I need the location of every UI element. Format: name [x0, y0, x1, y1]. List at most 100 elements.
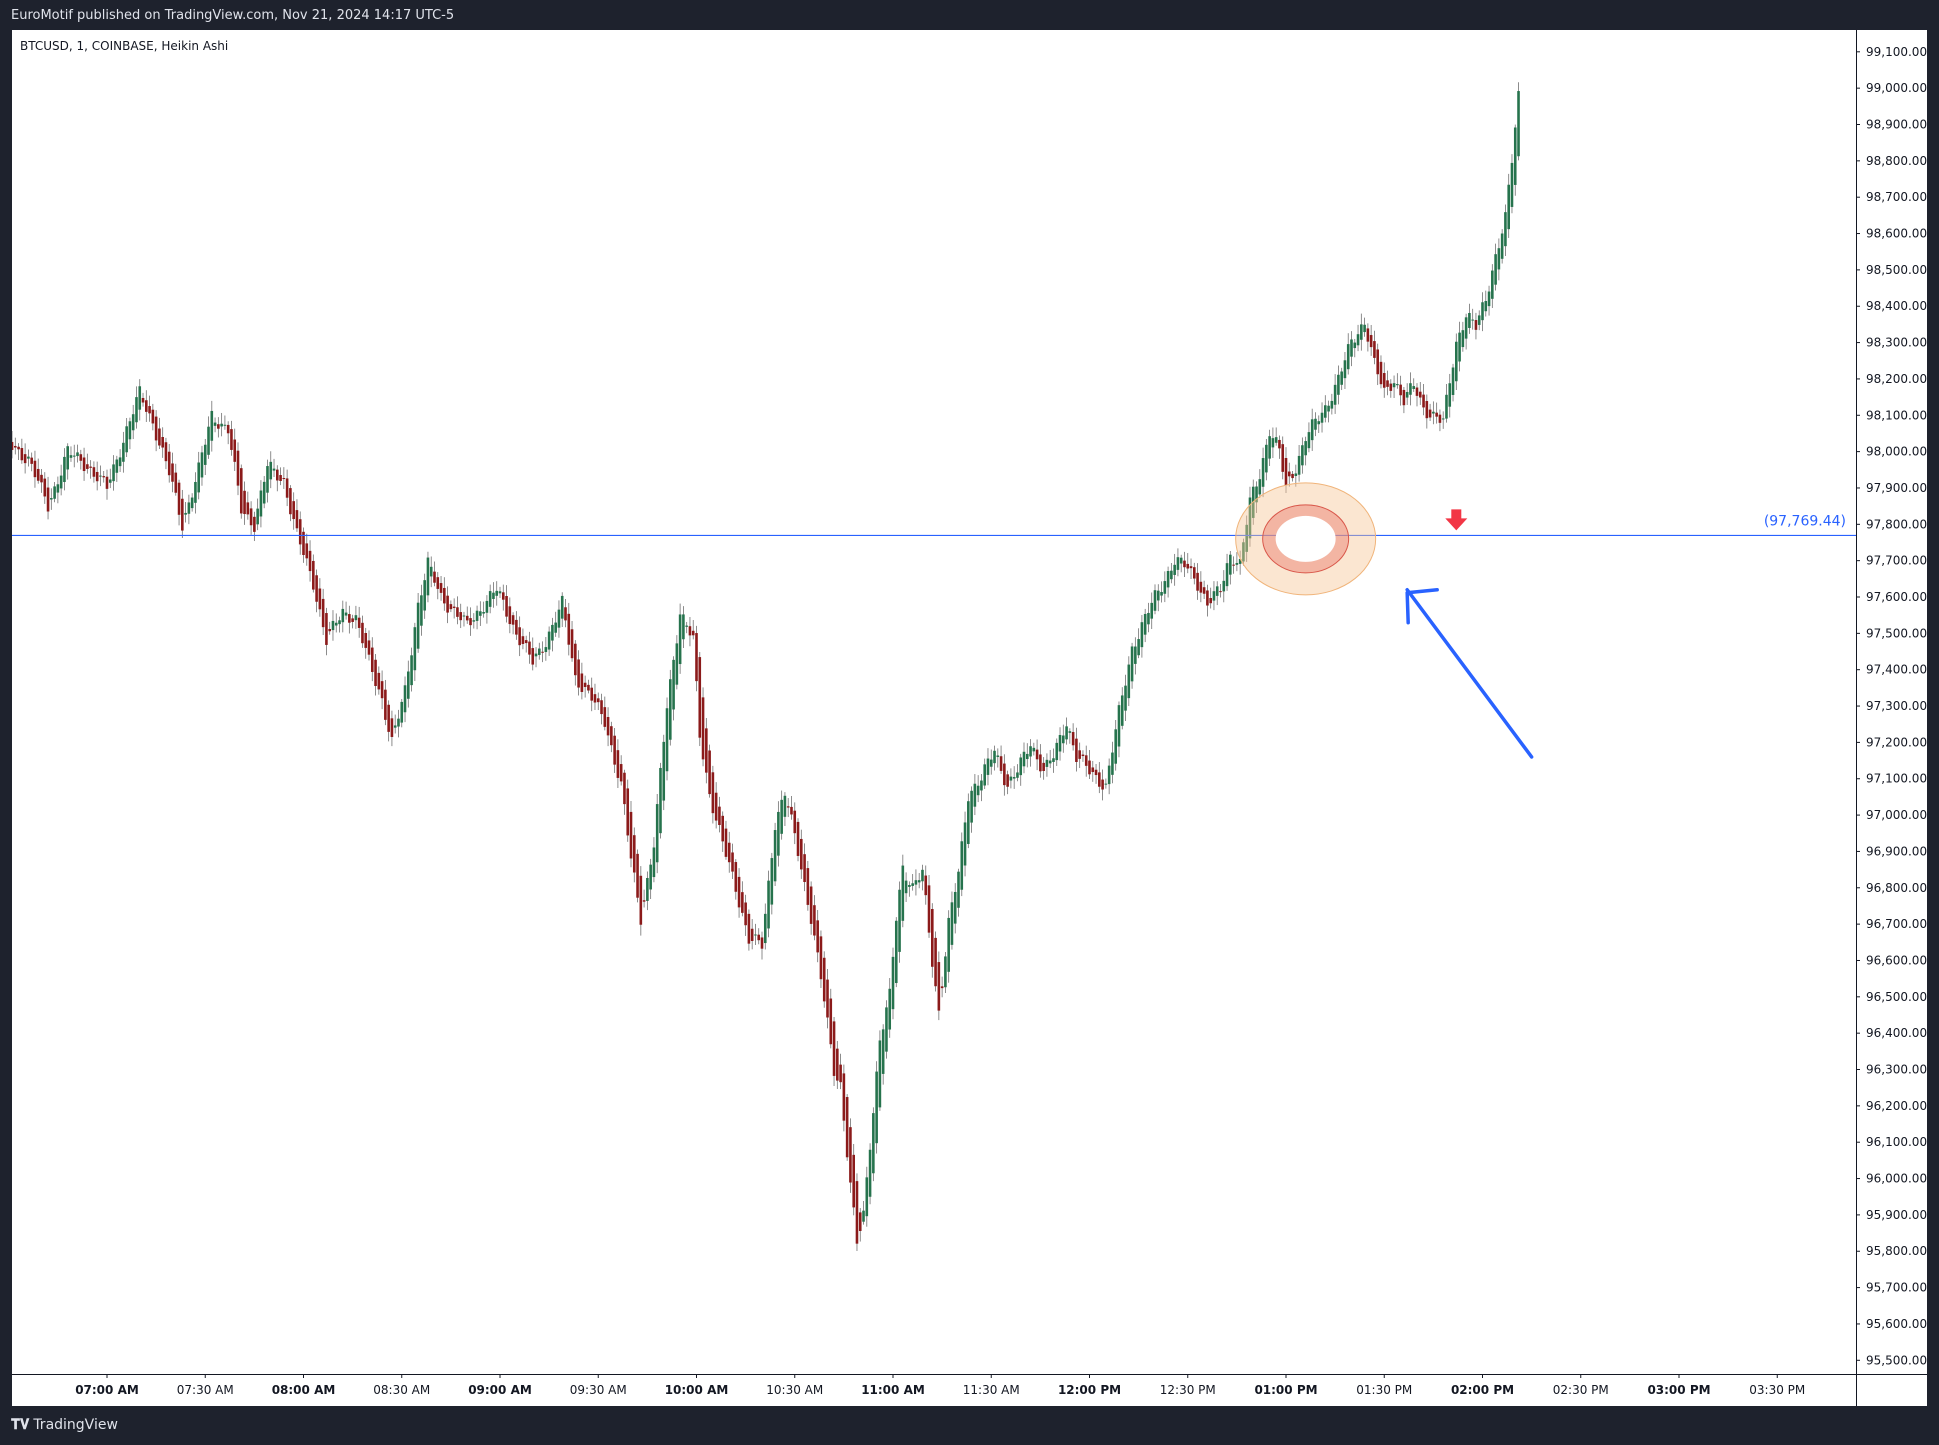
candle-body: [1291, 473, 1294, 479]
candle-body: [495, 590, 499, 596]
candle-body: [308, 550, 312, 572]
candle-body: [249, 508, 253, 526]
chart-area[interactable]: 99,100.00 99,000.00 98,900.00 98,800.00 98,7…: [12, 30, 1927, 1406]
x-tick-label: 12:30 PM: [1160, 1383, 1216, 1397]
candle-body: [560, 595, 564, 619]
candle: [734, 859, 738, 900]
candle: [999, 745, 1003, 774]
candle-body: [1071, 732, 1075, 746]
candle: [980, 774, 983, 802]
candle-body: [747, 913, 751, 944]
candle-body: [1222, 580, 1226, 592]
candle-body: [1147, 612, 1150, 625]
candle: [426, 551, 430, 603]
candle: [315, 569, 318, 613]
candle-body: [1104, 783, 1108, 785]
candle-body: [531, 648, 535, 665]
candle-body: [580, 673, 584, 692]
candle-body: [171, 463, 174, 482]
candle-body: [711, 772, 715, 814]
candle-body: [1366, 328, 1370, 342]
candle-body: [836, 1048, 839, 1081]
candle: [760, 931, 764, 960]
candle-body: [1045, 759, 1049, 767]
candle: [541, 641, 544, 663]
candle-body: [511, 615, 515, 625]
candle: [63, 448, 66, 491]
candle-body: [436, 577, 440, 589]
candle-body: [479, 611, 482, 616]
down-arrow-marker-icon[interactable]: [1445, 509, 1468, 531]
candle: [282, 467, 286, 489]
arrow-annotation[interactable]: [1405, 587, 1534, 759]
candle-body: [361, 622, 364, 644]
candle: [200, 445, 204, 486]
candle-body: [793, 810, 797, 834]
candle: [685, 621, 688, 634]
candle-body: [1042, 762, 1045, 771]
candle-body: [957, 871, 960, 908]
candle-body: [138, 386, 142, 410]
candle: [452, 598, 456, 619]
candle-body: [1029, 746, 1032, 757]
candle: [446, 586, 449, 624]
candle-body: [669, 679, 672, 740]
candle-body: [610, 726, 613, 746]
candle: [773, 822, 777, 886]
candle-body: [403, 685, 407, 713]
candle: [528, 631, 531, 664]
candle-body: [1235, 562, 1239, 565]
candle: [953, 883, 957, 934]
candle-body: [1474, 320, 1478, 330]
candle: [1350, 331, 1353, 367]
candle-body: [46, 487, 50, 512]
candle-body: [482, 612, 485, 614]
candle-body: [953, 891, 957, 924]
candle-body: [341, 608, 345, 623]
candle: [1451, 363, 1455, 402]
candle-body: [105, 476, 109, 489]
candle-body: [603, 707, 607, 727]
candle-body: [1432, 411, 1435, 414]
candle-body: [508, 606, 512, 625]
candle-body: [724, 828, 728, 857]
candle: [1068, 728, 1072, 744]
x-tick-label: 02:30 PM: [1553, 1383, 1609, 1397]
candle-body: [803, 854, 806, 883]
y-tick-label: 98,700.00: [1866, 190, 1927, 204]
candle-body: [397, 718, 400, 727]
candle: [639, 866, 643, 936]
candle: [993, 745, 996, 771]
candle: [593, 683, 597, 710]
candle-body: [1504, 212, 1507, 247]
candle-body: [596, 698, 600, 703]
x-tick-label: 09:30 AM: [570, 1383, 627, 1397]
candle: [518, 616, 521, 657]
x-axis[interactable]: 07:00 AM 07:30 AM 08:00 AM 08:30 AM 09:00 AM…: [75, 1374, 1805, 1397]
y-axis[interactable]: 99,100.00 99,000.00 98,900.00 98,800.00 98,7…: [1856, 45, 1927, 1367]
candle-body: [1274, 437, 1278, 443]
tradingview-brand[interactable]: 𝐓𝐕 TradingView: [11, 1417, 118, 1433]
candle: [616, 739, 620, 789]
candle-body: [1199, 581, 1203, 593]
candle: [1324, 395, 1327, 423]
candle: [547, 626, 551, 656]
candle: [832, 1016, 836, 1087]
candle: [976, 775, 980, 803]
candle: [1415, 383, 1419, 407]
candle: [911, 874, 914, 891]
candle: [1179, 554, 1183, 573]
candle: [1464, 313, 1468, 350]
candles[interactable]: [12, 82, 1520, 1252]
candle-body: [852, 1154, 855, 1208]
chart-svg[interactable]: 99,100.00 99,000.00 98,900.00 98,800.00 98,7…: [12, 30, 1927, 1406]
candle: [1238, 550, 1242, 575]
candle: [606, 707, 610, 747]
candle-body: [505, 596, 508, 617]
candle: [1160, 581, 1163, 603]
horizontal-level-label: (97,769.44): [1764, 513, 1846, 529]
candle-body: [272, 468, 276, 471]
candle-body: [1314, 418, 1317, 430]
candle: [501, 584, 505, 611]
highlight-circle[interactable]: [1235, 482, 1377, 596]
